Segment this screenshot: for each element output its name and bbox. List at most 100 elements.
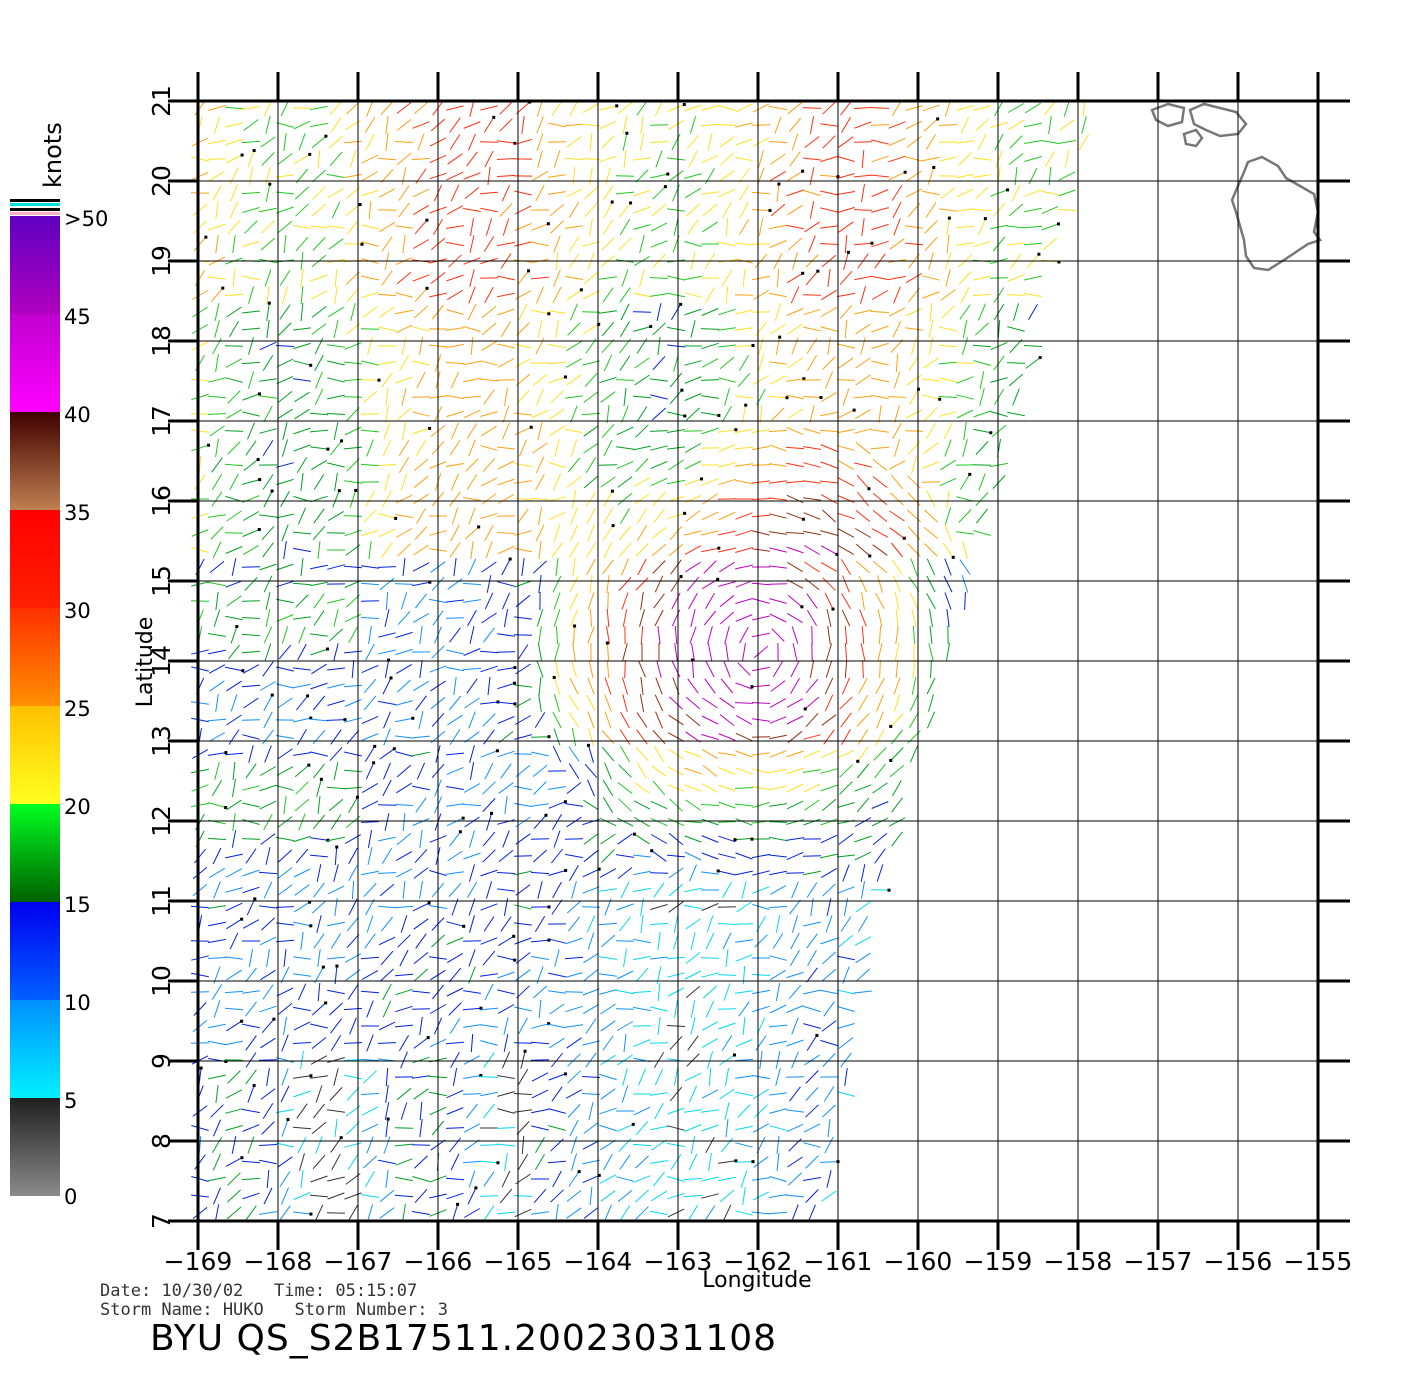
wind-vector: [331, 1153, 341, 1171]
wind-vector: [553, 235, 561, 253]
wind-vector: [293, 1021, 311, 1031]
wind-vector: [622, 694, 628, 712]
wind-vector: [469, 830, 475, 848]
wind-vector: [395, 1176, 413, 1182]
wind-vector: [485, 881, 493, 899]
wind-vector: [685, 918, 701, 930]
rain-flag: [690, 658, 694, 662]
rain-flag: [340, 439, 344, 443]
wind-vector: [394, 905, 414, 909]
wind-vector: [719, 170, 735, 182]
wind-vector: [667, 411, 685, 417]
wind-vector: [207, 957, 227, 959]
wind-vector: [638, 660, 646, 678]
wind-vector: [276, 122, 294, 128]
wind-vector: [622, 116, 628, 134]
wind-vector: [208, 633, 226, 637]
wind-vector: [230, 694, 238, 712]
wind-vector: [990, 341, 1008, 351]
wind-vector: [632, 1143, 652, 1147]
wind-vector: [752, 1191, 770, 1201]
wind-vector: [552, 711, 562, 729]
wind-vector: [192, 306, 208, 318]
wind-vector: [310, 682, 328, 690]
wind-vector: [265, 116, 271, 134]
wind-vector: [769, 885, 787, 895]
wind-vector: [262, 661, 274, 677]
wind-vector: [616, 903, 634, 911]
wind-vector: [245, 1001, 257, 1017]
wind-vector: [752, 429, 770, 433]
wind-vector: [603, 354, 613, 372]
wind-vector: [402, 422, 406, 440]
wind-vector: [893, 218, 901, 236]
wind-vector: [758, 337, 764, 355]
wind-vector: [616, 446, 634, 450]
wind-vector: [367, 847, 373, 865]
wind-vector: [905, 308, 923, 316]
wind-vector: [381, 372, 393, 388]
wind-vector: [786, 971, 804, 979]
wind-vector: [1024, 140, 1042, 144]
wind-vector: [480, 701, 498, 705]
wind-vector: [806, 882, 818, 898]
wind-vector: [911, 609, 917, 627]
wind-vector: [360, 821, 380, 823]
wind-vector: [497, 1091, 515, 1097]
wind-vector: [299, 1153, 305, 1171]
wind-vector: [978, 218, 986, 236]
wind-vector: [277, 816, 293, 828]
wind-vector: [995, 150, 1003, 168]
wind-vector: [582, 1174, 600, 1184]
wind-vector: [564, 838, 584, 840]
wind-vector: [621, 677, 629, 695]
wind-vector: [725, 217, 729, 237]
rain-flag: [856, 759, 860, 763]
wind-vector: [334, 268, 338, 288]
wind-vector: [395, 988, 413, 996]
wind-vector: [599, 155, 617, 163]
wind-vector: [620, 881, 630, 899]
wind-vector: [769, 224, 787, 230]
wind-vector: [735, 732, 753, 742]
wind-vector: [621, 269, 629, 287]
wind-vector: [776, 183, 780, 203]
wind-vector: [861, 881, 865, 899]
wind-vector: [599, 973, 617, 977]
wind-vector: [333, 422, 339, 440]
wind-vector: [519, 439, 527, 457]
wind-vector: [906, 509, 922, 523]
rain-flag: [680, 388, 684, 392]
wind-vector: [975, 441, 989, 455]
wind-vector: [923, 442, 939, 454]
colorbar-cap-line: [10, 212, 60, 215]
rain-flag: [716, 577, 720, 581]
wind-vector: [361, 171, 379, 181]
wind-vector: [537, 150, 543, 168]
wind-vector: [311, 459, 327, 471]
wind-vector: [378, 649, 396, 655]
wind-vector: [600, 1054, 616, 1066]
wind-vector: [211, 780, 223, 796]
wind-vector: [348, 864, 358, 882]
wind-vector: [940, 289, 956, 301]
wind-vector: [622, 1068, 628, 1086]
wind-vector: [215, 201, 219, 219]
wind-vector: [190, 378, 210, 382]
wind-vector: [621, 592, 629, 610]
wind-vector: [241, 633, 261, 637]
wind-vector: [262, 440, 274, 456]
wind-vector: [382, 779, 392, 797]
wind-vector: [191, 802, 209, 808]
wind-vector: [853, 242, 873, 246]
wind-vector: [502, 405, 510, 423]
wind-vector: [281, 1119, 289, 1137]
wind-vector: [638, 1068, 646, 1086]
wind-vector: [225, 1157, 243, 1167]
wind-vector: [911, 677, 917, 695]
wind-vector: [990, 224, 1008, 230]
wind-vector: [225, 1040, 243, 1046]
wind-vector: [684, 376, 702, 384]
wind-vector: [518, 1017, 528, 1035]
wind-vector: [667, 1176, 685, 1182]
